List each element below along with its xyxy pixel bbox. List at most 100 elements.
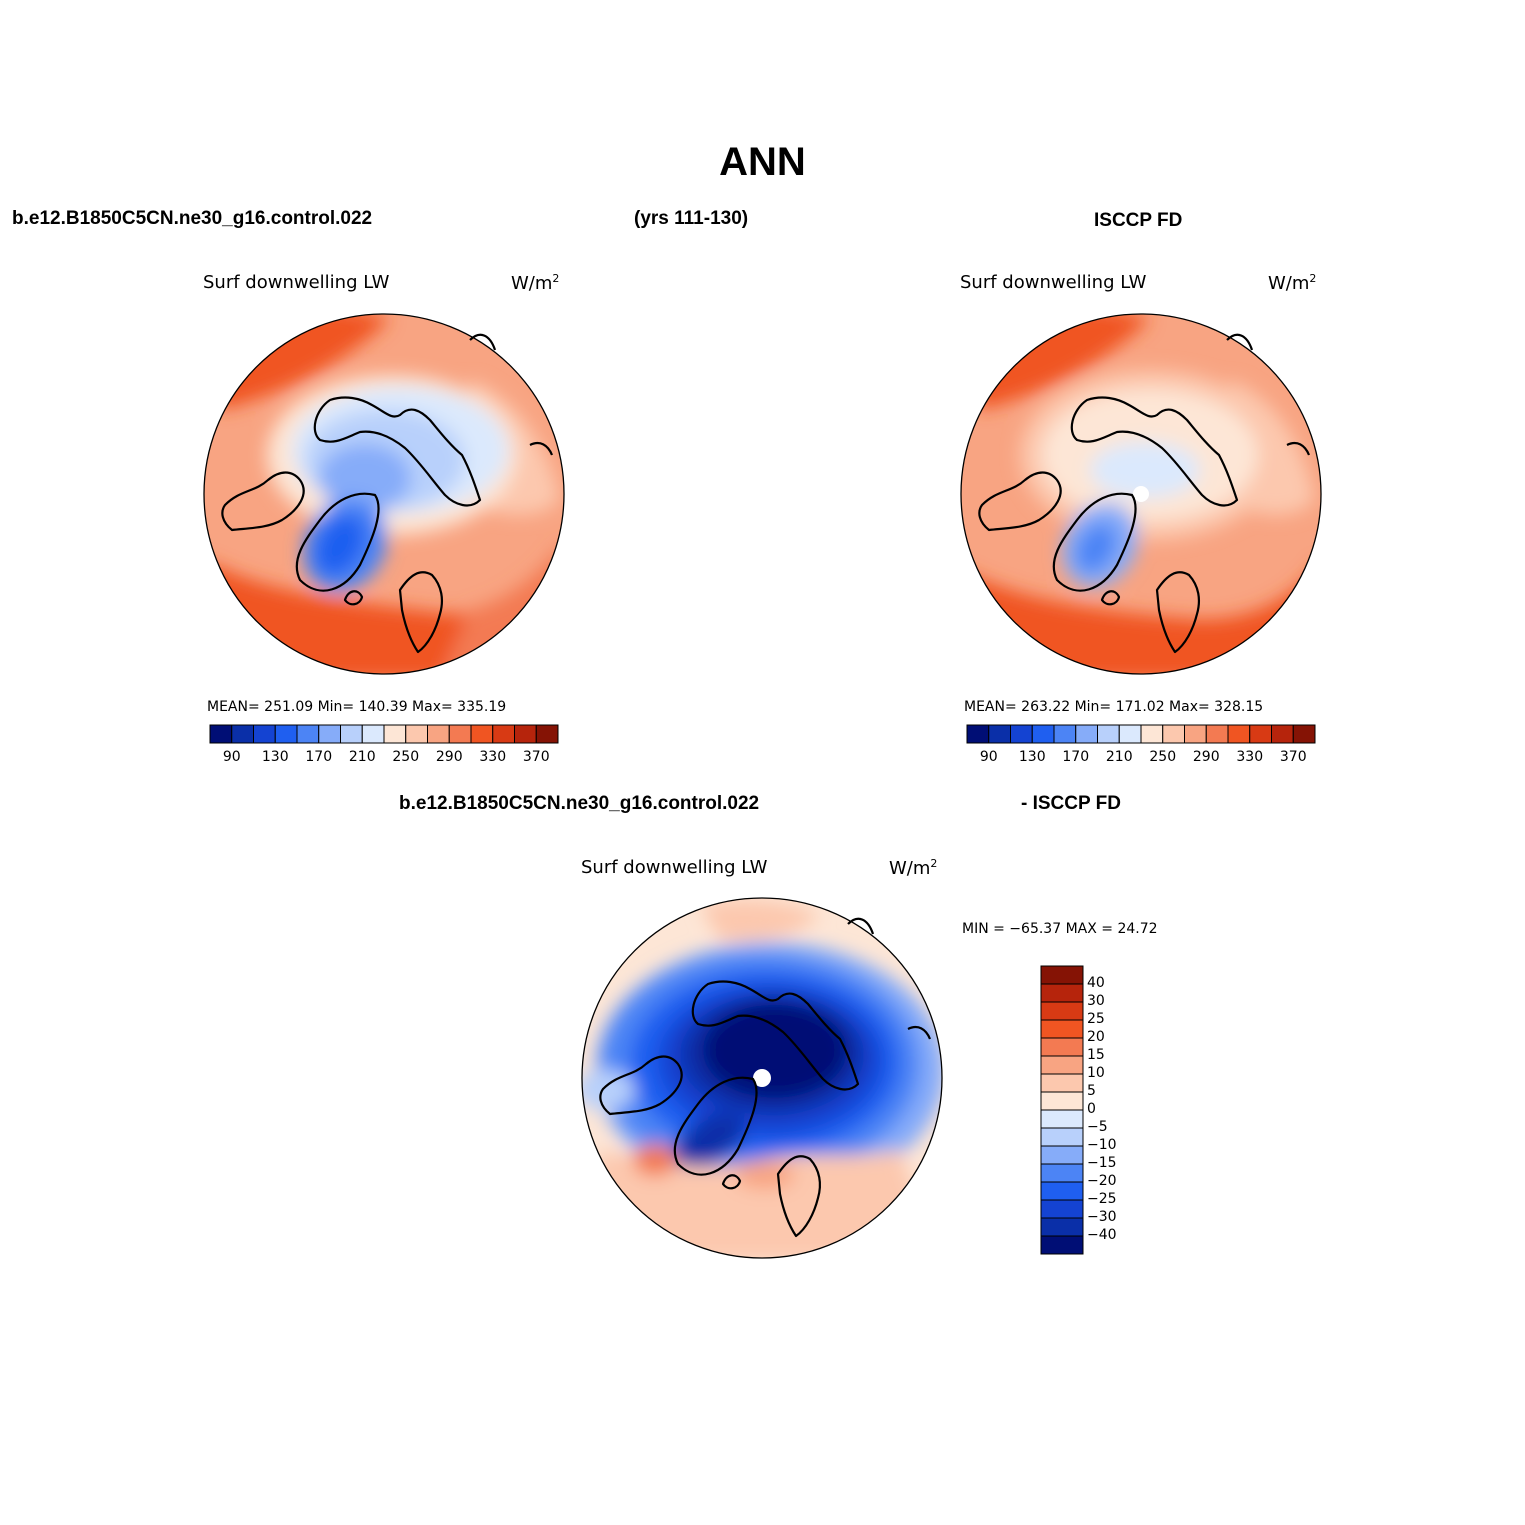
panel-2-map [960, 313, 1322, 675]
panel-3-colorbar-tick-label: −40 [1087, 1227, 1117, 1243]
panel-3-colorbar [1040, 965, 1084, 1255]
panel-3-colorbar-tick-label: 15 [1087, 1047, 1105, 1063]
panel-1-colorbar-box [448, 724, 472, 744]
panel-3-colorbar-box [1040, 983, 1084, 1003]
panel-1-units: W/m2 [511, 272, 559, 294]
panel-1-colorbar-box [405, 724, 428, 744]
panel-3-colorbar-tick-label: −15 [1087, 1155, 1117, 1171]
panel-1-stats: MEAN= 251.09 Min= 140.39 Max= 335.19 [207, 699, 507, 715]
panel-3-units: W/m2 [889, 857, 937, 879]
panel-2-colorbar-tick-label: 370 [1279, 749, 1307, 765]
panel-2-colorbar-box [1271, 724, 1294, 744]
panel-3-colorbar-tick-label: 0 [1087, 1101, 1096, 1117]
panel-3-colorbar-box [1040, 1163, 1084, 1183]
panel-3-colorbar-box [1040, 1127, 1084, 1147]
panel-2-colorbar-box [1118, 724, 1142, 744]
panel-1-colorbar-tick-label: 130 [261, 749, 289, 765]
case-name-header: b.e12.B1850C5CN.ne30_g16.control.022 [12, 208, 373, 229]
panel-3-colorbar-box [1040, 1199, 1084, 1219]
panel-2-map-border [960, 313, 1322, 675]
panel-1-colorbar-tick-label: 370 [522, 749, 550, 765]
panel-2-colorbar-tick-label: 330 [1236, 749, 1264, 765]
panel-2-colorbar-tick-label: 130 [1018, 749, 1046, 765]
panel-3-map-border [581, 897, 943, 1259]
panel-3-colorbar-tick-label: 40 [1087, 975, 1105, 991]
panel-2-colorbar-box [1249, 724, 1272, 744]
panel-1-map-border [203, 313, 565, 675]
panel-3-colorbar-tick-label: −20 [1087, 1173, 1117, 1189]
panel-1-colorbar-box [361, 724, 385, 744]
main-title: ANN [719, 140, 806, 184]
panel-3-colorbar-box [1040, 1109, 1084, 1129]
panel-3-colorbar-box [1040, 1019, 1084, 1039]
panel-2-colorbar-box [1053, 724, 1077, 744]
panel-1-colorbar-box [535, 724, 559, 744]
panel-3-stats: MIN = −65.37 MAX = 24.72 [962, 921, 1158, 937]
panel-3-colorbar-box [1040, 1001, 1084, 1021]
panel-3-colorbar-box [1040, 965, 1084, 985]
panel-3-colorbar-tick-label: 30 [1087, 993, 1105, 1009]
panel-2-colorbar-box [1075, 724, 1098, 744]
panel-1-colorbar-box [492, 724, 515, 744]
panel-3-colorbar-tick-label: −25 [1087, 1191, 1117, 1207]
panel-1-units-sup: 2 [552, 272, 560, 285]
panel-3-title: Surf downwelling LW [581, 857, 768, 878]
panel-2-units-text: W/m [1268, 273, 1310, 294]
panel-2-colorbar-box [1162, 724, 1185, 744]
panel-2-stats: MEAN= 263.22 Min= 171.02 Max= 328.15 [964, 699, 1264, 715]
panel-2-colorbar-tick-label: 210 [1105, 749, 1133, 765]
panel-2-colorbar-box [1205, 724, 1229, 744]
panel-2-colorbar-box [1184, 724, 1207, 744]
panel-3-colorbar-box [1040, 1145, 1084, 1165]
panel-2-colorbar-box [1031, 724, 1055, 744]
panel-1-colorbar-tick-label: 210 [348, 749, 376, 765]
panel-1-colorbar-box [296, 724, 320, 744]
panel-2-colorbar [966, 724, 1316, 744]
panel-2-colorbar-tick-label: 250 [1149, 749, 1177, 765]
panel-3-colorbar-tick-label: 10 [1087, 1065, 1105, 1081]
panel-2-colorbar-box [1140, 724, 1164, 744]
panel-1-colorbar-tick-label: 170 [305, 749, 333, 765]
panel-1-colorbar-box [340, 724, 363, 744]
diff-case-header: b.e12.B1850C5CN.ne30_g16.control.022 [399, 793, 760, 814]
panel-2-polar-missing [1133, 486, 1149, 502]
panel-1-colorbar-tick-label: 290 [435, 749, 463, 765]
panel-1-colorbar-tick-label: 250 [392, 749, 420, 765]
panel-1-colorbar-box [427, 724, 450, 744]
panel-3-colorbar-box [1040, 1055, 1084, 1075]
panel-3-colorbar-tick-label: 25 [1087, 1011, 1105, 1027]
panel-2-colorbar-tick-label: 90 [979, 749, 998, 765]
panel-3-colorbar-tick-label: 20 [1087, 1029, 1105, 1045]
panel-2-colorbar-box [1292, 724, 1316, 744]
panel-1-colorbar-box [274, 724, 298, 744]
panel-3-units-sup: 2 [930, 857, 938, 870]
panel-3-colorbar-box [1040, 1181, 1084, 1201]
panel-1-colorbar [209, 724, 559, 744]
panel-2-colorbar-box [966, 724, 990, 744]
panel-2-colorbar-box [1010, 724, 1033, 744]
panel-3-colorbar-tick-label: −30 [1087, 1209, 1117, 1225]
years-header: (yrs 111-130) [634, 208, 749, 229]
panel-2-units-sup: 2 [1309, 272, 1317, 285]
panel-3-colorbar-box [1040, 1091, 1084, 1111]
panel-1-colorbar-tick-label: 90 [222, 749, 241, 765]
panel-2-colorbar-box [1097, 724, 1120, 744]
panel-1-colorbar-box [470, 724, 494, 744]
panel-3-polar-missing [753, 1069, 771, 1087]
panel-1-colorbar-box [514, 724, 537, 744]
panel-1-colorbar-box [253, 724, 276, 744]
panel-3-colorbar-box [1040, 1073, 1084, 1093]
panel-3-colorbar-tick-label: −5 [1087, 1119, 1108, 1135]
panel-3-map [581, 897, 943, 1259]
panel-1-colorbar-box [231, 724, 254, 744]
diff-obs-header: - ISCCP FD [1021, 793, 1121, 814]
panel-2-units: W/m2 [1268, 272, 1316, 294]
panel-1-map [203, 313, 565, 675]
panel-2-title: Surf downwelling LW [960, 272, 1147, 293]
panel-1-title: Surf downwelling LW [203, 272, 390, 293]
panel-3-colorbar-box [1040, 1217, 1084, 1237]
panel-1-colorbar-box [209, 724, 233, 744]
panel-2-colorbar-tick-label: 170 [1062, 749, 1090, 765]
obs-name-header: ISCCP FD [1094, 210, 1183, 231]
